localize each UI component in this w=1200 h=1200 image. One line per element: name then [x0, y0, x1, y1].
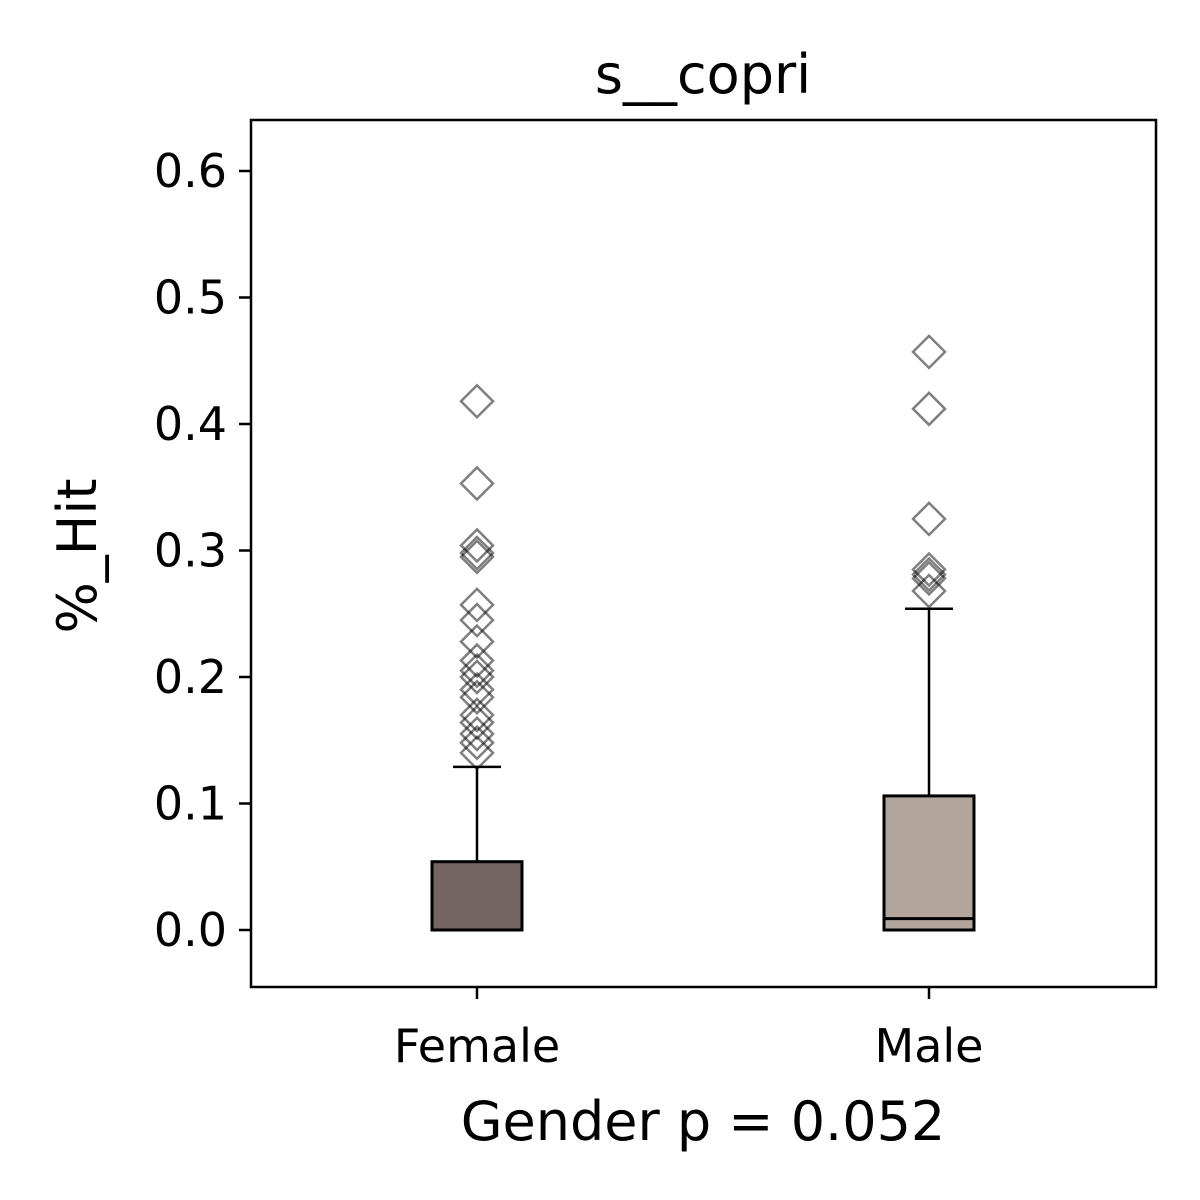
outlier-point	[459, 465, 495, 502]
y-tick-label: 0.5	[154, 271, 227, 325]
outlier-point	[459, 623, 495, 660]
y-tick-label: 0.4	[154, 397, 227, 451]
outlier-point	[911, 334, 947, 370]
outlier-point	[459, 642, 495, 679]
y-tick-label: 0.6	[154, 144, 227, 198]
plot-frame	[249, 118, 1158, 989]
x-axis-label: Gender p = 0.052	[461, 1090, 946, 1153]
outlier-point	[459, 735, 495, 771]
outlier-point	[459, 383, 495, 419]
outlier-point	[459, 679, 495, 716]
outlier-point	[459, 716, 495, 752]
outlier-point	[911, 551, 947, 588]
outlier-point	[459, 539, 495, 575]
y-axis-label: %_Hit	[46, 478, 109, 633]
outlier-point	[459, 602, 495, 638]
x-tick-label: Female	[394, 1019, 560, 1073]
outlier-point	[459, 535, 495, 571]
y-tick-label: 0.1	[154, 777, 227, 831]
outlier-point	[911, 556, 947, 593]
outlier-point	[459, 725, 495, 761]
y-tick-label: 0.2	[154, 650, 227, 704]
outlier-point	[459, 587, 495, 623]
y-tick-label: 0.3	[154, 524, 227, 578]
outlier-point	[911, 391, 947, 427]
box-male	[882, 794, 976, 932]
chart-title: s__copri	[595, 43, 811, 106]
outlier-point	[459, 527, 495, 564]
outlier-point	[459, 697, 495, 733]
box-female	[430, 860, 524, 932]
outlier-point	[911, 560, 947, 597]
outlier-point	[911, 573, 947, 609]
plot-area: 0.0 0.1 0.2 0.3 0.4 0.5 0.6 Female Male	[154, 118, 1158, 1073]
y-tick-label: 0.0	[154, 903, 227, 957]
outlier-point	[911, 501, 947, 537]
outlier-point	[459, 652, 495, 689]
x-tick-label: Male	[875, 1019, 984, 1073]
outlier-point	[459, 659, 495, 695]
